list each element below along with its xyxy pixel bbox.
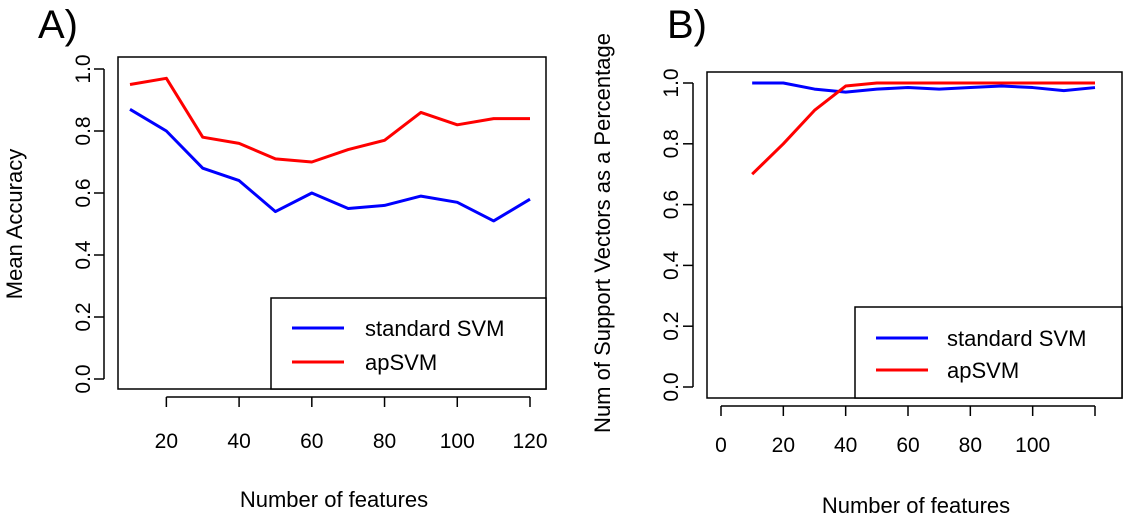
- y-tick-label: 0.2: [660, 312, 683, 341]
- x-tick-label: 60: [896, 434, 919, 457]
- x-tick-label: 60: [300, 430, 323, 453]
- y-tick-label: 0.0: [72, 364, 95, 393]
- y-tick-label: 1.0: [72, 54, 95, 83]
- y-tick-label: 0.4: [72, 240, 95, 270]
- panel-b-legend-box: [854, 306, 1123, 399]
- panel-b-x-axis-title: Number of features: [822, 493, 1010, 518]
- panel-b-y-axis-title: Num of Support Vectors as a Percentage: [590, 33, 615, 433]
- panel-a-legend-label-apsvm: apSVM: [365, 350, 437, 375]
- panel-a-series: [129, 76, 531, 223]
- x-tick-label: 20: [772, 434, 795, 457]
- panel-a: A) 20 40 60 80 100 120 0.0 0.2 0.4 0.6 0.8 1.0 Num…: [2, 3, 548, 512]
- panel-b: B) 0 20 40 60 80 100 0.0 0.2 0.4 0.6 0.8 1.0 Numbe…: [590, 3, 1123, 518]
- x-tick-label: 100: [1015, 434, 1050, 457]
- panel-a-y-axis: 0.0 0.2 0.4 0.6 0.8 1.0: [72, 54, 105, 394]
- panel-a-legend-box: [270, 297, 547, 390]
- series-line-standard-svm: [129, 108, 531, 223]
- y-tick-label: 0.8: [72, 116, 95, 145]
- y-tick-label: 0.4: [660, 250, 683, 280]
- x-tick-label: 100: [440, 430, 475, 453]
- y-tick-label: 0.6: [72, 178, 95, 207]
- panel-b-legend-label-standard-svm: standard SVM: [947, 326, 1086, 351]
- x-tick-label: 80: [373, 430, 396, 453]
- panel-b-label: B): [667, 3, 707, 47]
- x-tick-label: 80: [959, 434, 982, 457]
- y-tick-label: 0.6: [660, 190, 683, 219]
- series-line-apsvm: [751, 81, 1095, 176]
- panel-a-legend: standard SVM apSVM: [270, 297, 547, 390]
- panel-a-x-axis-title: Number of features: [240, 487, 428, 512]
- y-tick-label: 0.2: [72, 302, 95, 331]
- panel-a-legend-label-standard-svm: standard SVM: [365, 316, 504, 341]
- x-tick-label: 0: [715, 434, 727, 457]
- series-line-standard-svm: [752, 81, 1096, 94]
- panel-b-x-axis: 0 20 40 60 80 100: [715, 405, 1096, 457]
- x-tick-label: 20: [155, 430, 178, 453]
- y-tick-label: 0.0: [660, 372, 683, 401]
- panel-a-x-axis: 20 40 60 80 100 120: [155, 396, 548, 453]
- panel-a-label: A): [38, 3, 78, 47]
- panel-b-series: [751, 81, 1096, 176]
- panel-b-legend: standard SVM apSVM: [854, 306, 1123, 399]
- x-tick-label: 40: [834, 434, 857, 457]
- y-tick-label: 0.8: [660, 129, 683, 158]
- x-tick-label: 120: [512, 430, 547, 453]
- y-tick-label: 1.0: [660, 68, 683, 97]
- series-line-apsvm: [129, 76, 530, 164]
- panel-b-y-axis: 0.0 0.2 0.4 0.6 0.8 1.0: [660, 68, 694, 402]
- panel-a-y-axis-title: Mean Accuracy: [2, 149, 27, 299]
- x-tick-label: 40: [227, 430, 250, 453]
- panel-b-legend-label-apsvm: apSVM: [947, 358, 1019, 383]
